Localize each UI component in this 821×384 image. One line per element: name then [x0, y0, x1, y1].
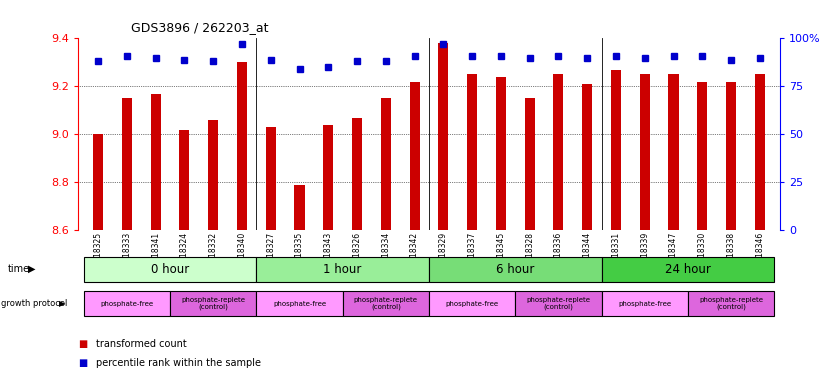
Bar [496, 77, 506, 230]
Text: growth protocol: growth protocol [1, 299, 67, 308]
Bar [726, 82, 736, 230]
Text: phosphate-free: phosphate-free [446, 301, 498, 307]
FancyBboxPatch shape [256, 257, 429, 282]
Text: phosphate-free: phosphate-free [273, 301, 326, 307]
FancyBboxPatch shape [688, 291, 774, 316]
Bar [553, 74, 563, 230]
Bar [640, 74, 649, 230]
Bar [582, 84, 592, 230]
Text: 1 hour: 1 hour [323, 263, 362, 276]
FancyBboxPatch shape [84, 291, 170, 316]
Bar [611, 70, 621, 230]
FancyBboxPatch shape [84, 257, 256, 282]
Bar [668, 74, 678, 230]
Bar [467, 74, 477, 230]
Bar [150, 94, 161, 230]
Text: phosphate-free: phosphate-free [618, 301, 672, 307]
Text: phosphate-replete
(control): phosphate-replete (control) [181, 297, 245, 311]
Bar [122, 98, 132, 230]
Text: 0 hour: 0 hour [151, 263, 189, 276]
Bar [381, 98, 391, 230]
Bar [180, 130, 190, 230]
FancyBboxPatch shape [256, 291, 342, 316]
Text: transformed count: transformed count [96, 339, 187, 349]
Text: phosphate-replete
(control): phosphate-replete (control) [354, 297, 418, 311]
Bar [295, 185, 305, 230]
Text: GDS3896 / 262203_at: GDS3896 / 262203_at [131, 21, 268, 34]
Text: ■: ■ [78, 358, 87, 368]
Bar [93, 134, 103, 230]
Bar [410, 82, 420, 230]
FancyBboxPatch shape [602, 291, 688, 316]
Text: ■: ■ [78, 339, 87, 349]
FancyBboxPatch shape [170, 291, 256, 316]
Bar [438, 43, 448, 230]
Text: phosphate-free: phosphate-free [100, 301, 154, 307]
Text: time: time [8, 264, 30, 274]
Text: percentile rank within the sample: percentile rank within the sample [96, 358, 261, 368]
Text: 6 hour: 6 hour [496, 263, 534, 276]
Bar [352, 118, 362, 230]
FancyBboxPatch shape [602, 257, 774, 282]
Text: ▶: ▶ [59, 299, 66, 308]
Bar [323, 125, 333, 230]
Bar [697, 82, 708, 230]
FancyBboxPatch shape [342, 291, 429, 316]
Text: ▶: ▶ [28, 264, 35, 274]
Bar [525, 98, 534, 230]
Bar [237, 62, 247, 230]
FancyBboxPatch shape [429, 257, 602, 282]
Text: 24 hour: 24 hour [665, 263, 711, 276]
FancyBboxPatch shape [429, 291, 516, 316]
Text: phosphate-replete
(control): phosphate-replete (control) [699, 297, 763, 311]
Bar [266, 127, 276, 230]
FancyBboxPatch shape [516, 291, 602, 316]
Bar [209, 120, 218, 230]
Bar [754, 74, 765, 230]
Text: phosphate-replete
(control): phosphate-replete (control) [526, 297, 590, 311]
